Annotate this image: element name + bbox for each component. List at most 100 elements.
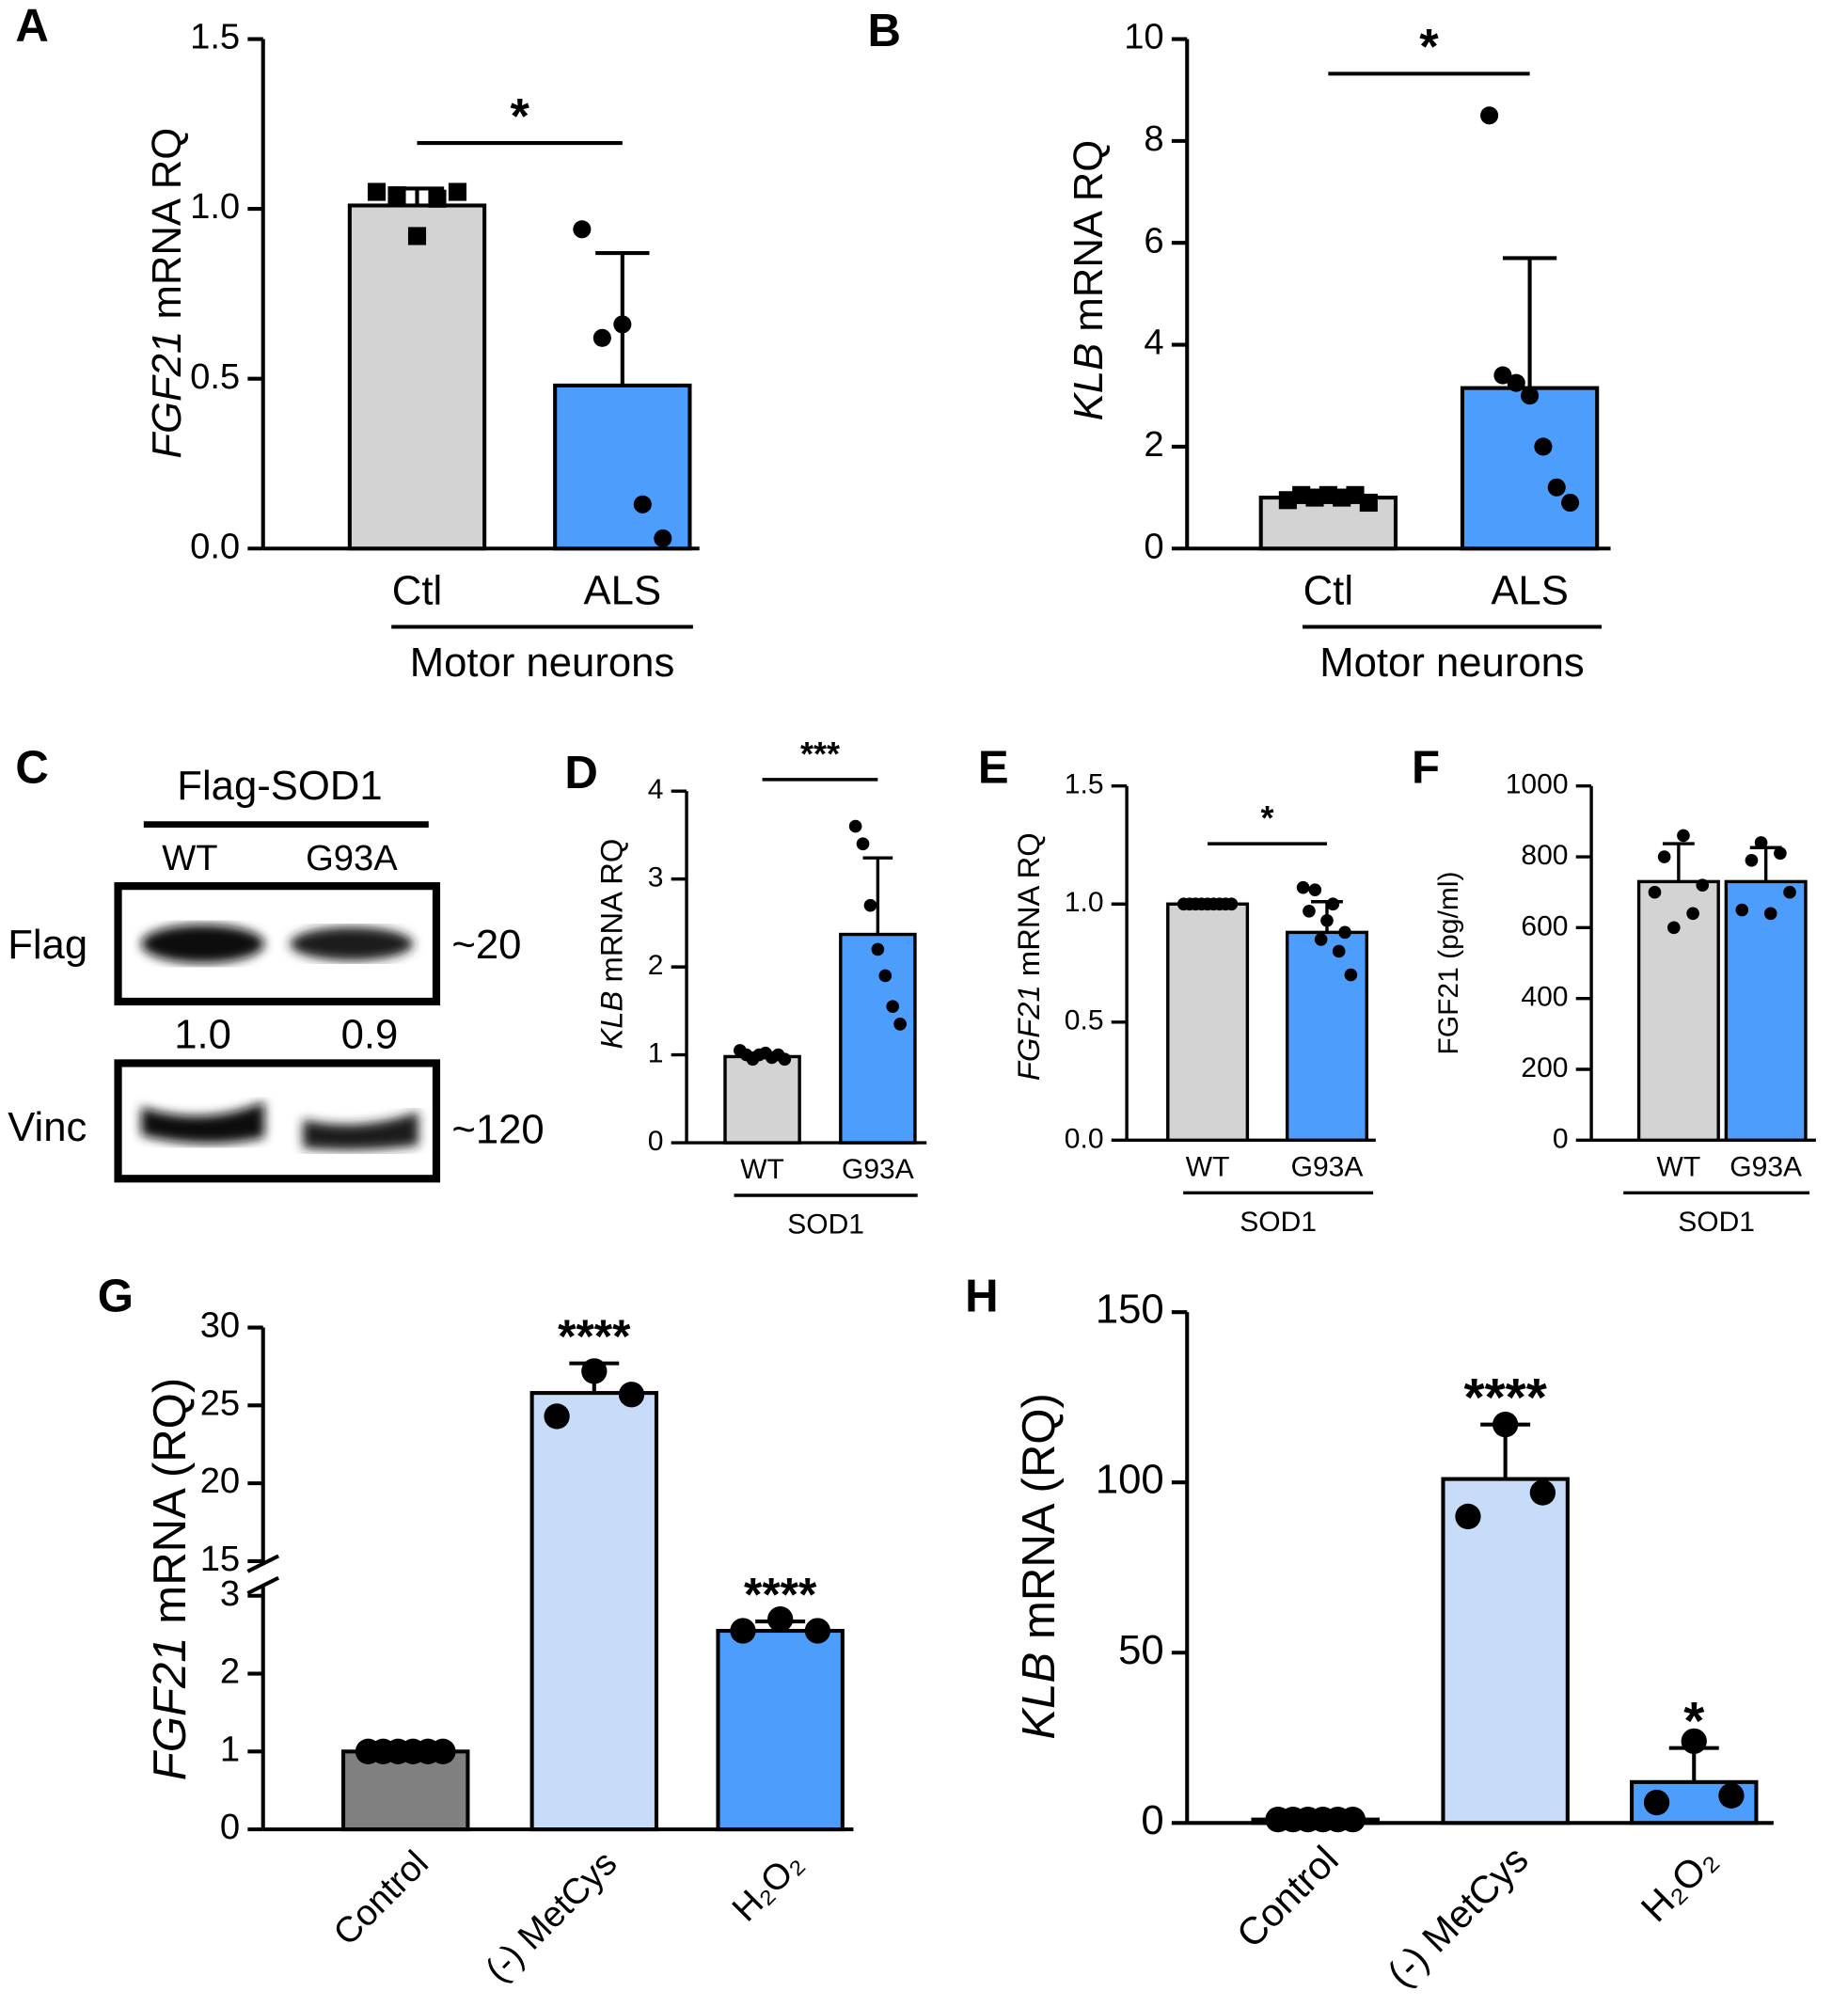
data-point (1338, 925, 1351, 940)
data-point (1308, 883, 1322, 897)
bar (553, 383, 692, 551)
blot-title: Flag-SOD1 (177, 763, 382, 809)
y-axis-label: mRNA RQ (144, 128, 190, 320)
data-point (1344, 968, 1358, 982)
panel-letter: F (1412, 742, 1440, 793)
gene-name: FGF21 (144, 331, 190, 459)
data-point (1677, 829, 1690, 843)
data-point (430, 1738, 456, 1764)
quantification: 1.0 (174, 1012, 231, 1058)
quantification: 0.9 (341, 1012, 399, 1058)
panel-letter: H (965, 1272, 998, 1322)
bar (1724, 879, 1808, 1143)
y-tick-label: 20 (200, 1461, 240, 1501)
data-point (1648, 885, 1662, 899)
data-point (581, 1358, 608, 1384)
bar (839, 932, 917, 1145)
group-label: SOD1 (1240, 1207, 1317, 1238)
data-point (1643, 1789, 1670, 1816)
bar (1636, 879, 1720, 1143)
y-tick-label: 0.0 (1065, 1123, 1104, 1154)
panel-letter: E (978, 742, 1009, 793)
y-tick-label: 800 (1521, 840, 1568, 871)
size-label: ~20 (451, 922, 521, 968)
data-point (592, 328, 611, 347)
y-axis-title: FGF21 mRNA RQ (1010, 832, 1045, 1081)
y-axis-label: mRNA (RQ) (1014, 1393, 1065, 1639)
y-tick-label: 4 (648, 774, 664, 805)
data-point (1332, 944, 1346, 958)
chart: B 0 2 4 6 8 10 KLB mRNA RQ Ctl ALS * Motor neurons (867, 6, 1611, 686)
significance: **** (1463, 1368, 1547, 1428)
x-tick-label: (-) MetCys (1379, 1838, 1537, 1996)
bar (1441, 1477, 1570, 1825)
bar (1285, 930, 1368, 1143)
data-point (1534, 437, 1553, 456)
data-point (871, 942, 885, 956)
data-point (1547, 478, 1566, 497)
data-point (1696, 878, 1710, 892)
y-tick-label: 50 (1118, 1627, 1164, 1673)
x-tick-label: ALS (1491, 568, 1569, 614)
y-tick-label: 4 (1144, 323, 1163, 363)
data-point (618, 1382, 645, 1408)
y-tick-label: 1.5 (1065, 769, 1104, 800)
group-label: Motor neurons (410, 640, 674, 686)
chart: G 0 1 2 315 20 25 30 FGF21 mRNA (RQ) Control (-) Me… (98, 1272, 854, 1990)
group-label: SOD1 (787, 1209, 864, 1241)
data-point (544, 1403, 570, 1430)
significance: * (1261, 798, 1274, 837)
chart: D 0 1 2 3 4 KLB mRNA RQ WT G93A *** SOD1 (564, 735, 927, 1241)
data-point (1783, 885, 1796, 899)
y-tick-label: 2 (1144, 424, 1163, 465)
data-point (1735, 903, 1749, 917)
lane-label: G93A (306, 838, 398, 878)
y-axis-title: FGF21 mRNA (RQ) (145, 1378, 196, 1780)
data-point (1296, 880, 1310, 894)
y-tick-label: 3 (648, 862, 664, 893)
x-tick-label: WT (1657, 1151, 1701, 1182)
bar (716, 1628, 845, 1832)
row-label: Vinc (8, 1104, 87, 1150)
panel-letter: D (564, 748, 597, 798)
x-tick-label: Ctl (392, 568, 442, 614)
bar (1460, 386, 1600, 551)
x-tick-label: Control (1228, 1838, 1347, 1956)
data-point (573, 220, 592, 239)
axis-break (246, 1575, 280, 1595)
y-tick-label: 150 (1096, 1287, 1164, 1333)
panel-letter: A (15, 1, 48, 52)
data-point (878, 969, 892, 983)
data-point (1455, 1503, 1481, 1530)
x-tick-label: (-) MetCys (478, 1843, 624, 1990)
y-axis-label: mRNA RQ (593, 839, 628, 983)
axis-break (246, 1554, 280, 1573)
y-tick-label: 1 (648, 1038, 664, 1069)
y-axis-label: mRNA (RQ) (145, 1378, 196, 1624)
x-tick-label: H₂O₂ (724, 1843, 811, 1930)
y-tick-label: 1.0 (1065, 887, 1104, 918)
chart: E 0.0 0.5 1.0 1.5 FGF21 mRNA RQ WT G93A * SOD1 (978, 742, 1376, 1238)
y-tick-label: 6 (1144, 220, 1163, 261)
data-point (428, 189, 447, 208)
blot-band (303, 1112, 419, 1150)
x-tick-label: G93A (1291, 1151, 1364, 1182)
data-point (1493, 366, 1512, 385)
y-axis-title: KLB mRNA (RQ) (1014, 1393, 1065, 1739)
western-blot: C Flag-SOD1 WT G93A Flag ~20 Vinc ~120 1… (8, 742, 545, 1183)
blot-band (290, 926, 414, 961)
y-tick-label: 0.0 (190, 526, 240, 566)
y-axis-title: KLB mRNA RQ (593, 839, 628, 1050)
data-point (1224, 897, 1239, 911)
y-tick-label: 10 (1124, 17, 1163, 57)
significance: * (1683, 1692, 1705, 1751)
data-point (1314, 933, 1328, 946)
x-tick-label: Ctl (1303, 568, 1353, 614)
data-point (1657, 850, 1671, 863)
data-point (1718, 1782, 1745, 1809)
data-point (1681, 1728, 1707, 1755)
data-point (1774, 846, 1787, 861)
x-tick-label: ALS (584, 568, 662, 614)
data-point (387, 186, 406, 205)
